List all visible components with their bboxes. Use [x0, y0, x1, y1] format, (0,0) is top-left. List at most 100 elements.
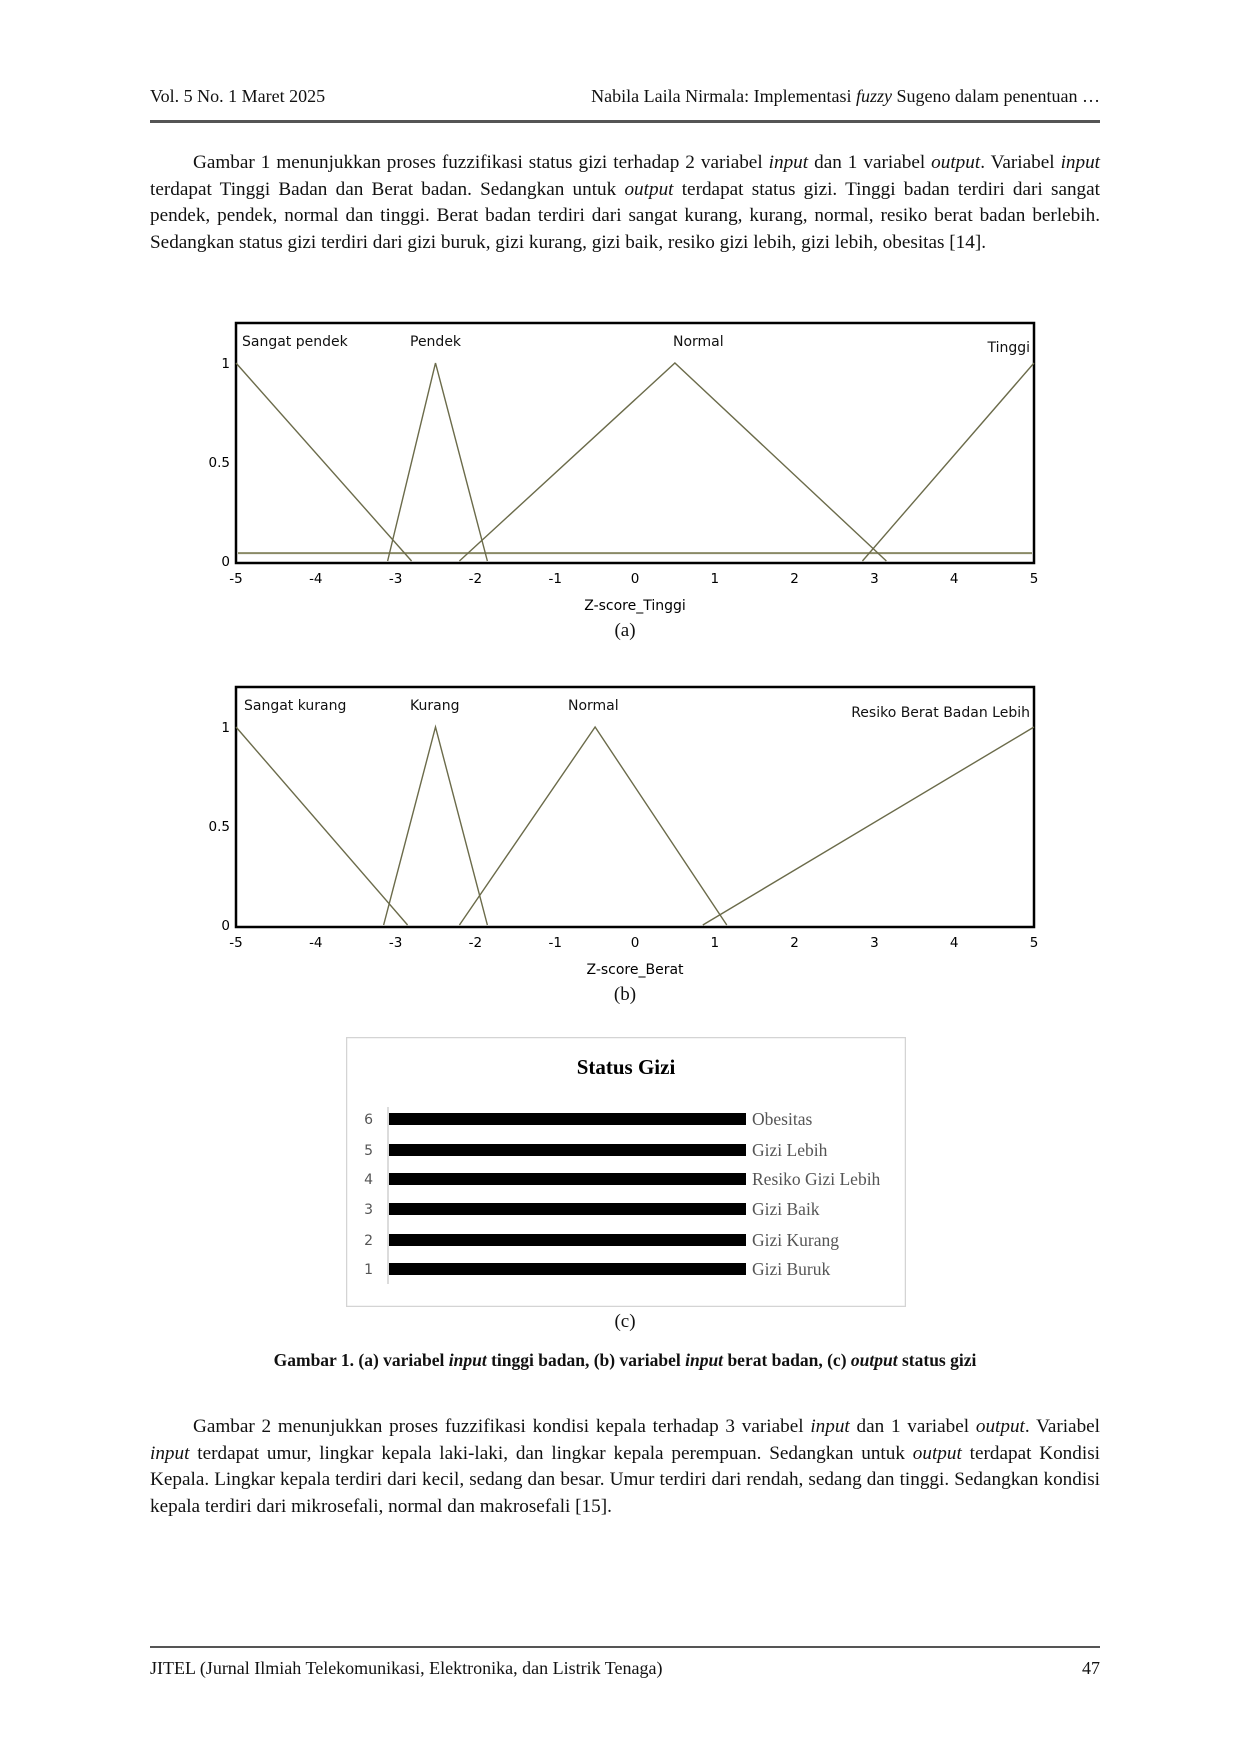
paragraph-1: Gambar 1 menunjukkan proses fuzzifikasi … — [150, 150, 1100, 256]
x-tick-label: 1 — [711, 571, 720, 587]
emphasis-text: input — [685, 1350, 724, 1370]
plot-frame — [234, 685, 1036, 929]
x-tick-label: -1 — [548, 935, 561, 951]
header-title-text-end: Sugeno dalam penentuan … — [892, 86, 1100, 106]
emphasis-text: output — [624, 178, 674, 200]
category-label: Gizi Baik — [752, 1199, 820, 1219]
text-run: Gambar 1 menunjukkan proses fuzzifikasi … — [193, 152, 769, 173]
y-tick-label: 0 — [221, 918, 230, 934]
membership-line-normal — [458, 362, 887, 562]
header-title-text: Nabila Laila Nirmala: Implementasi — [591, 86, 857, 106]
x-tick-label: 0 — [631, 571, 640, 587]
x-tick-label: 2 — [790, 935, 799, 951]
chart-frame — [346, 1037, 906, 1307]
text-run: terdapat umur, lingkar kepala laki-laki,… — [189, 1442, 913, 1464]
text-run: berat badan, (c) — [723, 1350, 851, 1370]
x-tick-label: -3 — [389, 935, 402, 951]
x-tick-label: 4 — [950, 571, 959, 587]
running-header-volume: Vol. 5 No. 1 Maret 2025 — [150, 86, 326, 106]
text-run: dan 1 variabel — [849, 1416, 976, 1437]
subfigure-label-a: (a) — [614, 620, 636, 641]
emphasis-text: input — [1060, 152, 1101, 173]
x-tick-label: -5 — [229, 935, 242, 951]
emphasis-text: input — [810, 1416, 850, 1437]
y-tick-label: 5 — [364, 1143, 373, 1159]
emphasis-text: output — [912, 1442, 962, 1464]
series-label: Sangat pendek — [242, 334, 349, 350]
subfigure-label-b: (b) — [613, 984, 637, 1005]
category-label: Gizi Kurang — [752, 1230, 839, 1250]
chart-berat-membership: Sangat kurang Kurang Normal Resiko Berat Ba… — [209, 685, 1039, 978]
membership-line-pendek — [386, 362, 489, 562]
series-label: Resiko Berat Badan Lebih — [851, 705, 1030, 721]
running-header-title: Nabila Laila Nirmala: Implementasi fuzzy… — [591, 86, 1100, 107]
membership-line-sangat-kurang — [235, 726, 409, 926]
paragraph-2: Gambar 2 menunjukkan proses fuzzifikasi … — [150, 1414, 1100, 1520]
x-axis-label: Z-score_Berat — [586, 962, 684, 978]
y-tick-label: 2 — [364, 1233, 373, 1249]
x-tick-label: -5 — [229, 571, 242, 587]
category-label: Obesitas — [752, 1109, 812, 1129]
bar-gizi-kurang — [389, 1234, 746, 1246]
emphasis-text: output — [850, 1350, 898, 1370]
figure-caption: Gambar 1. (a) variabel input tinggi bada… — [150, 1350, 1100, 1371]
text-run: status gizi — [897, 1350, 977, 1370]
x-tick-label: 4 — [950, 935, 959, 951]
emphasis-text: input — [768, 152, 809, 173]
header-title-em: fuzzy — [856, 86, 893, 106]
y-tick-label: 6 — [364, 1112, 373, 1128]
series-label: Tinggi — [986, 340, 1030, 356]
text-run: terdapat status gizi. Tinggi badan terdi… — [150, 178, 1100, 253]
emphasis-text: output — [975, 1416, 1025, 1437]
membership-line-kurang — [382, 724, 489, 926]
text-run: . Variabel — [1024, 1416, 1101, 1437]
y-tick-label: 3 — [364, 1202, 373, 1218]
series-label: Pendek — [410, 334, 462, 350]
bar-gizi-baik — [389, 1203, 746, 1215]
x-tick-label: 0 — [631, 935, 640, 951]
x-tick-label: 1 — [711, 935, 720, 951]
category-label: Gizi Buruk — [752, 1259, 831, 1279]
text-run: dan 1 variabel — [808, 152, 932, 173]
text-run: terdapat Kondisi Kepala. Lingkar kepala … — [150, 1442, 1100, 1517]
x-tick-label: -1 — [548, 571, 561, 587]
membership-line-sangat-pendek — [235, 362, 413, 562]
chart-tinggi-membership: Sangat pendek Pendek Normal Tinggi -5 -4 -3 -2 -… — [209, 321, 1039, 614]
text-run: tinggi badan, (b) variabel — [486, 1350, 686, 1370]
y-tick-label: 0.5 — [209, 819, 230, 835]
text-run: Gambar 2 menunjukkan proses fuzzifikasi … — [193, 1416, 811, 1437]
text-run: terdapat Tinggi Badan dan Berat badan. S… — [150, 178, 625, 200]
bar-obesitas — [389, 1113, 746, 1125]
x-tick-label: -4 — [309, 571, 322, 587]
header-rule — [150, 120, 1100, 123]
emphasis-text: input — [448, 1350, 487, 1370]
y-tick-label: 0 — [221, 554, 230, 570]
membership-line-tinggi — [861, 362, 1035, 562]
y-tick-label: 1 — [221, 356, 230, 372]
text-run: Gambar 1. (a) variabel — [273, 1350, 449, 1370]
chart-title: Status Gizi — [577, 1055, 676, 1079]
x-axis-label: Z-score_Tinggi — [584, 598, 686, 614]
x-tick-label: 3 — [870, 935, 879, 951]
chart-status-gizi: Status Gizi 1 Gizi Buruk 2 Gizi Kurang 3 Gizi … — [346, 1037, 906, 1307]
x-tick-label: 2 — [790, 571, 799, 587]
x-tick-label: -2 — [469, 935, 482, 951]
x-tick-label: -4 — [309, 935, 322, 951]
series-label: Normal — [673, 334, 724, 350]
bar-resiko-gizi-lebih — [389, 1173, 746, 1185]
y-tick-label: 1 — [364, 1262, 373, 1278]
membership-line-resiko-berat-badan-lebih — [702, 726, 1035, 926]
x-tick-label: 5 — [1030, 935, 1039, 951]
x-tick-label: 5 — [1030, 571, 1039, 587]
footer-rule — [150, 1646, 1100, 1648]
plot-frame — [234, 321, 1036, 565]
bar-gizi-buruk — [389, 1263, 746, 1275]
category-label: Resiko Gizi Lebih — [752, 1169, 881, 1189]
footer-journal: JITEL (Jurnal Ilmiah Telekomunikasi, Ele… — [150, 1658, 663, 1678]
series-label: Kurang — [410, 698, 459, 714]
page-number: 47 — [1082, 1658, 1100, 1678]
x-tick-label: -2 — [469, 571, 482, 587]
y-tick-label: 4 — [364, 1172, 373, 1188]
y-tick-label: 0.5 — [209, 455, 230, 471]
series-label: Normal — [568, 698, 619, 714]
